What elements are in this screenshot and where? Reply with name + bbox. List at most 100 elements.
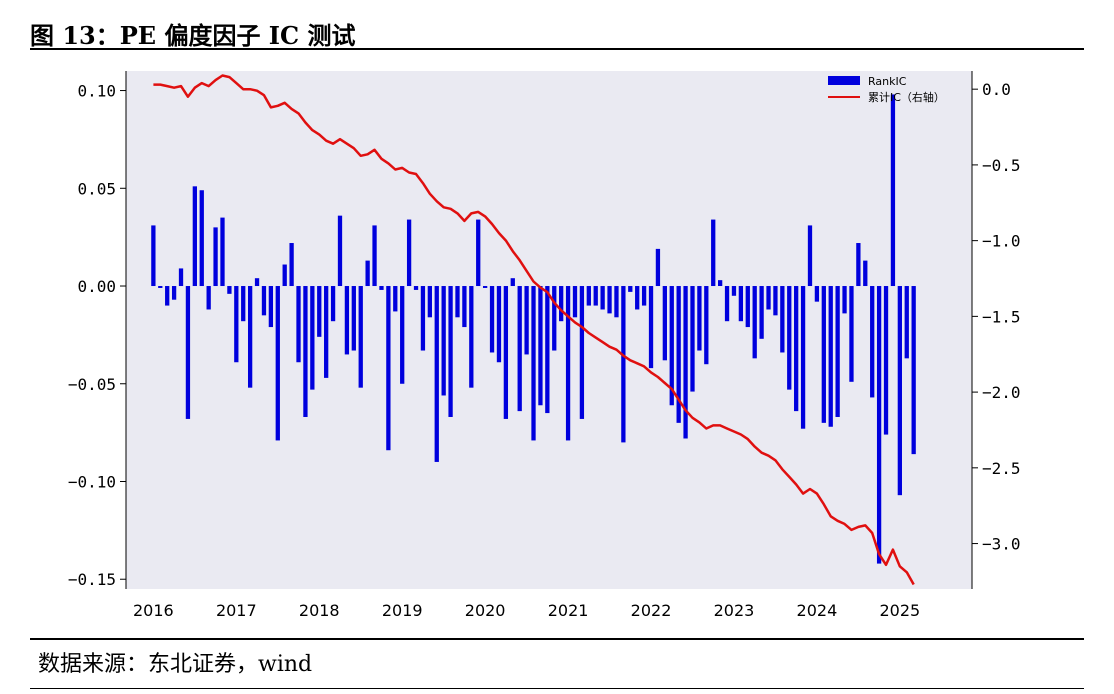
rankic-bar — [572, 286, 578, 318]
rankic-bar — [503, 286, 509, 419]
rankic-bar — [185, 286, 191, 419]
rankic-bar — [296, 286, 301, 363]
right-tick-label: −2.0 — [982, 383, 1021, 402]
rankic-bar — [635, 286, 640, 310]
x-tick-label: 2024 — [797, 601, 838, 620]
rankic-bar — [593, 286, 598, 306]
rankic-bar — [662, 286, 667, 361]
rankic-bar — [711, 219, 716, 287]
rankic-bar — [171, 286, 177, 300]
rankic-bar — [876, 286, 882, 564]
rankic-bar — [406, 219, 412, 287]
rankic-bar — [856, 243, 861, 287]
rankic-bar — [365, 260, 370, 287]
rankic-bar — [807, 225, 813, 287]
ic-chart: 0.10 0.05 0.00 −0.05 −0.10 −0.15 0.0 −0.5 −1.0 −1… — [68, 71, 1021, 620]
rankic-bar — [849, 286, 854, 382]
rankic-bar — [676, 286, 681, 423]
rankic-bar — [268, 286, 274, 328]
left-tick-label: 0.00 — [77, 277, 116, 296]
rankic-bar — [800, 286, 806, 429]
rankic-bar — [787, 286, 792, 390]
rankic-bar — [393, 286, 398, 312]
rankic-bar — [890, 94, 896, 287]
footer-rule — [30, 688, 1084, 689]
rankic-bar — [192, 186, 197, 287]
x-tick-label: 2021 — [548, 601, 589, 620]
rankic-bar — [517, 286, 522, 412]
rankic-bar — [911, 286, 916, 455]
data-source: 数据来源：东北证券，wind — [38, 652, 313, 677]
rankic-bar — [351, 286, 356, 351]
legend: RankIC 累计IC（右轴） — [828, 75, 945, 104]
rankic-bar — [524, 286, 529, 355]
rankic-bar — [752, 286, 757, 359]
rankic-bar — [379, 286, 384, 290]
rankic-bar — [317, 286, 322, 337]
rankic-bar — [151, 225, 156, 287]
rankic-bar — [738, 286, 744, 322]
rankic-bar — [165, 286, 170, 306]
rankic-bar — [427, 286, 432, 318]
rankic-bar — [337, 215, 343, 287]
x-tick-label: 2016 — [133, 601, 174, 620]
rankic-bar — [655, 248, 661, 287]
x-tick-label: 2019 — [382, 601, 423, 620]
right-tick-label: −1.0 — [982, 232, 1021, 251]
cumulative-ic-line — [153, 74, 915, 586]
rankic-bar — [455, 286, 460, 318]
rankic-bar — [254, 278, 260, 287]
rankic-bar — [883, 286, 889, 435]
rankic-bar — [303, 286, 308, 417]
rankic-bar — [835, 286, 840, 417]
rankic-bar — [579, 286, 585, 419]
rankic-bar — [814, 286, 820, 302]
rankic-bar — [247, 286, 253, 388]
rankic-bar — [897, 286, 902, 496]
rankic-bar — [227, 286, 232, 294]
rankic-bar — [220, 217, 225, 287]
right-tick-label: −1.5 — [982, 307, 1021, 326]
rankic-bar — [241, 286, 246, 322]
x-tick-label: 2017 — [216, 601, 257, 620]
rankic-bar — [607, 286, 612, 314]
rankic-bar — [178, 268, 184, 287]
rankic-bar — [745, 286, 750, 328]
rankic-bar — [275, 286, 280, 441]
rankic-bar — [469, 286, 474, 388]
rankic-bar — [863, 260, 868, 287]
rankic-bar — [794, 286, 799, 412]
rankic-bar — [648, 286, 654, 369]
rankic-bar — [683, 286, 688, 439]
x-tick-label: 2022 — [631, 601, 672, 620]
rankic-bar — [759, 286, 764, 339]
rankic-bar — [386, 286, 391, 451]
right-tick-label: 0.0 — [982, 80, 1011, 99]
rankic-bar — [324, 286, 329, 378]
legend-rankic-label: RankIC — [868, 75, 907, 88]
rankic-bar — [586, 286, 591, 306]
rankic-bar — [628, 286, 633, 292]
rankic-bar — [697, 286, 702, 351]
left-tick-label: 0.05 — [77, 179, 116, 198]
rankic-bar — [828, 286, 833, 427]
left-tick-label: 0.10 — [77, 82, 116, 101]
rankic-bar — [158, 286, 163, 288]
rankic-bar — [489, 286, 495, 353]
left-tick-label: −0.15 — [68, 570, 116, 589]
rankic-bar — [441, 286, 446, 396]
legend-cumic-label: 累计IC（右轴） — [868, 90, 945, 104]
rankic-bar — [434, 286, 439, 462]
rankic-bar — [565, 286, 571, 441]
rankic-bar — [842, 286, 847, 314]
rankic-bar — [545, 286, 550, 414]
rankic-bar — [420, 286, 426, 351]
bottom-rule — [30, 638, 1084, 640]
rankic-bar — [199, 190, 204, 287]
rankic-bar — [690, 286, 695, 392]
rankic-bar — [724, 286, 730, 322]
rankic-bar — [234, 286, 239, 363]
rankic-bar — [552, 286, 557, 351]
rankic-bar — [310, 286, 315, 390]
rankic-bar — [372, 225, 377, 287]
